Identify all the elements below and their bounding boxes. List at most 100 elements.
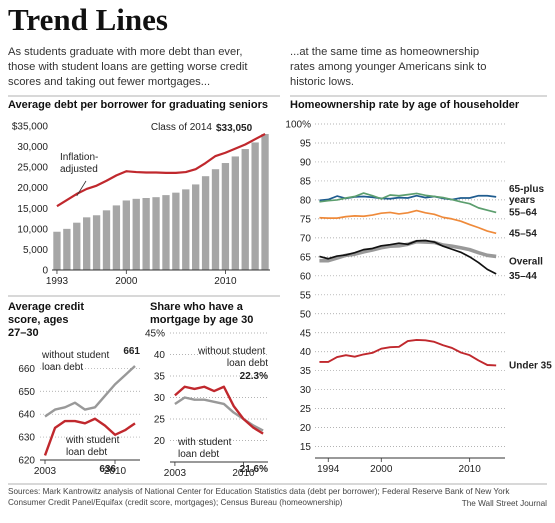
y-tick-label: 80 — [300, 195, 312, 206]
text-line: Sources: Mark Kantrowitz analysis of Nat… — [8, 487, 512, 496]
series-label: 45–54 — [509, 228, 537, 239]
y-tick-label: 70 — [300, 233, 312, 244]
text-line: mortgage by age 30 — [150, 314, 253, 326]
y-tick-label: 0 — [42, 266, 48, 277]
y-tick-label: 45% — [145, 329, 165, 340]
value-label: 22.3% — [240, 371, 268, 382]
x-tick-label: 2003 — [164, 468, 187, 479]
series-label: Overall — [509, 256, 543, 267]
text-line: Inflation- — [60, 152, 98, 163]
sources: Sources: Mark Kantrowitz analysis of Nat… — [8, 487, 512, 507]
value-label: 636 — [99, 464, 116, 475]
y-tick-label: 35 — [300, 366, 312, 377]
line — [174, 385, 264, 435]
x-tick-label: 2000 — [115, 276, 138, 287]
bar — [73, 222, 81, 270]
y-tick-label: 20,000 — [17, 183, 48, 194]
annotation: Class of 2014 — [151, 122, 213, 133]
line — [44, 365, 136, 418]
x-tick-label: 2010 — [104, 466, 127, 477]
series-label: 55–64 — [509, 207, 537, 218]
text-line: score, ages — [8, 314, 72, 326]
y-tick-label: 100% — [285, 120, 311, 131]
x-tick-label: 2000 — [370, 464, 393, 475]
text-line: loan debt — [42, 362, 83, 373]
y-tick-label: 30 — [154, 393, 166, 404]
y-tick-label: 50 — [300, 309, 312, 320]
bar — [221, 163, 230, 270]
y-tick-label: 25 — [154, 415, 166, 426]
line — [319, 209, 497, 235]
y-tick-label: 630 — [18, 433, 35, 444]
main-title: Trend Lines — [8, 2, 168, 37]
series-label: with student loan debt — [177, 437, 234, 460]
line — [319, 339, 497, 367]
text-line: 45–54 — [509, 228, 537, 239]
bar — [122, 200, 130, 270]
y-tick-label: 5,000 — [23, 245, 48, 256]
text-line: 55–64 — [509, 207, 537, 218]
y-tick-label: 30,000 — [17, 142, 48, 153]
text-line: with student — [177, 437, 234, 448]
bar — [182, 189, 190, 270]
credit: The Wall Street Journal — [462, 499, 547, 508]
bar — [102, 210, 111, 270]
y-tick-label: 15,000 — [17, 204, 48, 215]
text-line: Consumer Credit Panel/Equifax (credit sc… — [8, 498, 343, 507]
y-tick-label: 20 — [300, 423, 312, 434]
y-tick-label: 40 — [300, 347, 312, 358]
text-line: those with student loans are getting wor… — [8, 61, 251, 73]
y-tick-label: 660 — [18, 364, 35, 375]
text-line: ...at the same time as homeownership — [290, 46, 482, 58]
text-line: Share who have a — [150, 301, 246, 313]
value-label: 661 — [123, 346, 140, 357]
text-line: Overall — [509, 256, 543, 267]
text-line: scores and taking out fewer mortgages... — [8, 76, 210, 88]
x-tick-label: 2010 — [459, 464, 482, 475]
text-line: loan debt — [178, 449, 219, 460]
y-tick-label: 85 — [300, 176, 312, 187]
bar — [192, 184, 200, 270]
y-tick-label: 55 — [300, 290, 312, 301]
series-label: 65-plus years — [509, 184, 547, 206]
text-line: loan debt — [227, 358, 268, 369]
bar — [261, 134, 269, 270]
y-tick-label: 75 — [300, 214, 312, 225]
x-tick-label: 1994 — [317, 464, 340, 475]
y-tick-label: 35 — [154, 372, 166, 383]
text-line: without student — [41, 350, 112, 361]
y-tick-label: 15 — [300, 442, 312, 453]
bar — [172, 192, 180, 270]
bar — [162, 195, 170, 270]
y-tick-label: 650 — [18, 387, 35, 398]
x-tick-label: 2010 — [232, 468, 255, 479]
y-tick-label: 45 — [300, 328, 312, 339]
line — [319, 192, 497, 214]
text-line: 65-plus — [509, 184, 547, 195]
chart-title: Average debt per borrower for graduating… — [8, 99, 268, 111]
bar — [241, 149, 249, 270]
bar — [152, 197, 160, 270]
line — [43, 417, 136, 456]
y-tick-label: 620 — [18, 456, 35, 467]
bar — [53, 231, 61, 270]
value-label: $33,050 — [216, 123, 253, 134]
pointer — [76, 180, 87, 197]
bar — [201, 176, 210, 270]
y-tick-label: 640 — [18, 410, 35, 421]
bar — [83, 217, 91, 270]
text-line: Average credit — [8, 301, 87, 313]
y-tick-label: 40 — [154, 350, 166, 361]
left-intro: As students graduate with more debt than… — [8, 46, 251, 88]
y-tick-label: 20 — [154, 436, 166, 447]
bar — [112, 205, 121, 270]
x-tick-label: 2010 — [214, 276, 237, 287]
bar — [132, 198, 140, 270]
bar — [251, 142, 259, 270]
bar — [211, 169, 220, 270]
y-tick-label: 65 — [300, 252, 312, 263]
y-tick-label: 30 — [300, 385, 312, 396]
y-tick-label: 90 — [300, 157, 312, 168]
series-label: 35–44 — [509, 271, 537, 282]
